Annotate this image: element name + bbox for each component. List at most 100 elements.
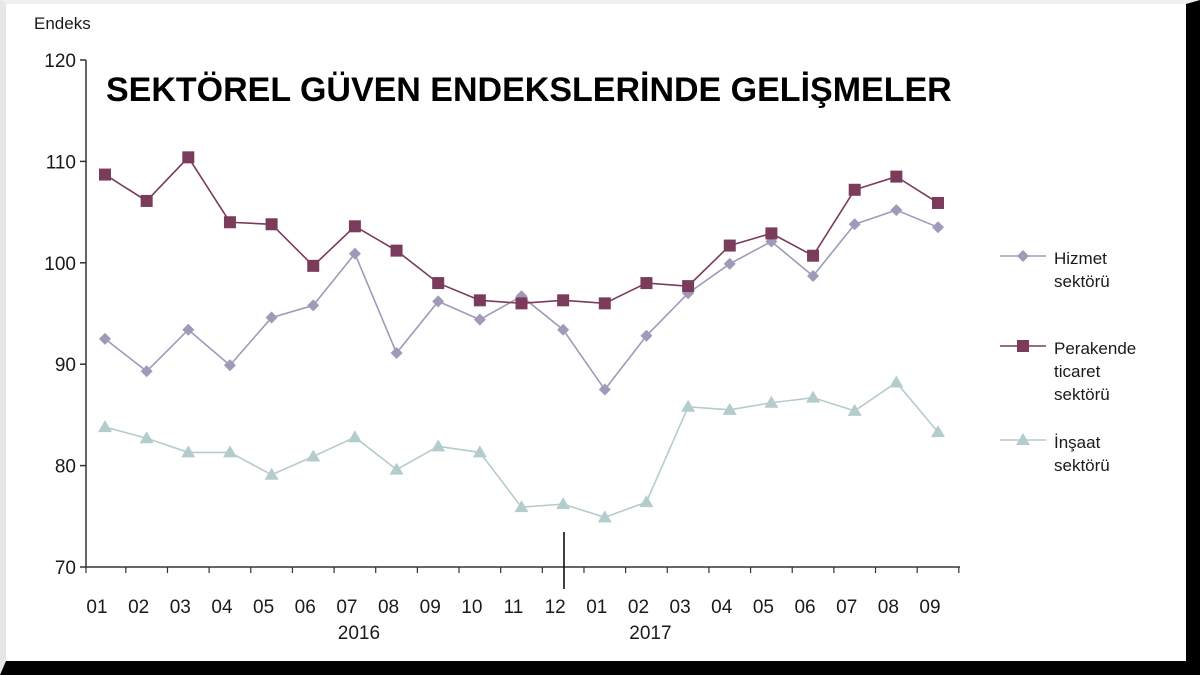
x-tick-label: 05 <box>753 597 774 618</box>
legend: Hizmet sektörü Perakende ticaret sektörü İnşa… <box>1000 249 1136 475</box>
data-point <box>140 365 153 378</box>
data-point <box>681 399 696 412</box>
data-point <box>140 194 153 207</box>
data-point <box>890 170 903 183</box>
y-tick-label: 110 <box>46 152 76 173</box>
y-tick-label: 90 <box>55 355 76 376</box>
data-point <box>472 445 487 458</box>
data-point <box>390 244 403 257</box>
data-point <box>597 510 612 523</box>
data-point <box>98 420 112 433</box>
data-point <box>265 218 278 231</box>
x-tick-label: 04 <box>711 597 733 618</box>
x-tick-label: 08 <box>378 597 399 618</box>
data-point <box>931 425 945 438</box>
data-point <box>598 297 611 310</box>
legend-hizmet-label: Hizmet <box>1054 249 1107 268</box>
legend-perakende-label: ticaret <box>1054 362 1101 381</box>
data-point <box>348 220 361 233</box>
x-tick-label: 02 <box>128 597 149 618</box>
legend-insaat-marker <box>1016 433 1030 445</box>
data-point <box>181 445 196 458</box>
data-point <box>557 323 570 336</box>
x-tick-label: 01 <box>586 597 607 618</box>
legend-hizmet-marker <box>1017 250 1029 262</box>
data-point <box>223 216 236 229</box>
x-tick-label: 01 <box>86 597 107 618</box>
x-tick-label: 03 <box>670 597 691 618</box>
data-point <box>307 259 320 272</box>
data-point <box>682 280 695 293</box>
legend-perakende-label: sektörü <box>1054 385 1110 404</box>
data-point <box>306 449 321 462</box>
legend-insaat-label: sektörü <box>1054 456 1110 475</box>
data-point <box>556 497 571 510</box>
data-point <box>848 183 861 196</box>
data-point <box>390 347 403 360</box>
x-tick-label: 09 <box>919 597 940 618</box>
data-point <box>639 495 654 508</box>
data-point <box>807 249 820 262</box>
data-point <box>722 402 737 415</box>
x-tick-label: 06 <box>794 597 815 618</box>
legend-perakende-label: Perakende <box>1054 339 1136 358</box>
data-point <box>389 462 404 475</box>
data-point <box>182 151 195 164</box>
axes: 70 80 90 100 110 120 01 02 03 04 05 06 07 08 09 10 11 12 0… <box>44 51 960 644</box>
data-point <box>223 359 236 372</box>
legend-perakende-marker <box>1017 340 1029 352</box>
data-point <box>557 294 570 307</box>
x-tick-label: 06 <box>295 597 316 618</box>
data-point <box>307 299 320 312</box>
data-point <box>806 390 821 403</box>
data-point <box>348 247 361 260</box>
data-point <box>640 277 653 290</box>
data-point <box>764 395 779 408</box>
data-point <box>432 277 445 290</box>
x-tick-label: 08 <box>878 597 899 618</box>
data-point <box>640 329 653 342</box>
data-point <box>432 295 445 308</box>
x-tick-label: 11 <box>504 597 524 618</box>
year-label: 2016 <box>338 623 380 644</box>
data-point <box>932 196 944 209</box>
data-point <box>182 323 195 336</box>
y-tick-label: 70 <box>55 558 76 579</box>
data-point <box>265 311 278 324</box>
legend-insaat-label: İnşaat <box>1054 433 1101 452</box>
data-point <box>723 257 736 270</box>
x-tick-label: 09 <box>420 597 441 618</box>
x-tick-label: 07 <box>836 597 857 618</box>
data-point <box>847 403 862 416</box>
chart-title: SEKTÖREL GÜVEN ENDEKSLERİNDE GELİŞMELER <box>106 71 952 109</box>
data-point <box>765 227 778 240</box>
y-tick-label: 100 <box>44 254 76 275</box>
x-tick-label: 10 <box>461 597 482 618</box>
x-tick-label: 03 <box>170 597 191 618</box>
plot-area <box>98 151 945 523</box>
data-point <box>890 204 903 217</box>
data-point <box>139 431 154 444</box>
x-tick-label: 07 <box>336 597 357 618</box>
y-tick-label: 120 <box>44 51 76 72</box>
data-point <box>264 467 279 480</box>
data-point <box>473 294 486 307</box>
data-point <box>514 500 529 513</box>
data-point <box>848 218 861 231</box>
y-axis-label: Endeks <box>34 14 91 33</box>
data-point <box>723 239 736 252</box>
x-tick-label: 05 <box>253 597 274 618</box>
data-point <box>99 332 111 345</box>
data-point <box>222 445 237 458</box>
x-tick-label: 04 <box>211 597 233 618</box>
data-point <box>431 439 446 452</box>
data-point <box>515 297 528 310</box>
data-point <box>807 269 820 282</box>
year-label: 2017 <box>629 623 671 644</box>
data-point <box>99 168 111 181</box>
data-point <box>932 221 944 234</box>
legend-hizmet-label: sektörü <box>1054 272 1110 291</box>
x-tick-label: 02 <box>628 597 649 618</box>
